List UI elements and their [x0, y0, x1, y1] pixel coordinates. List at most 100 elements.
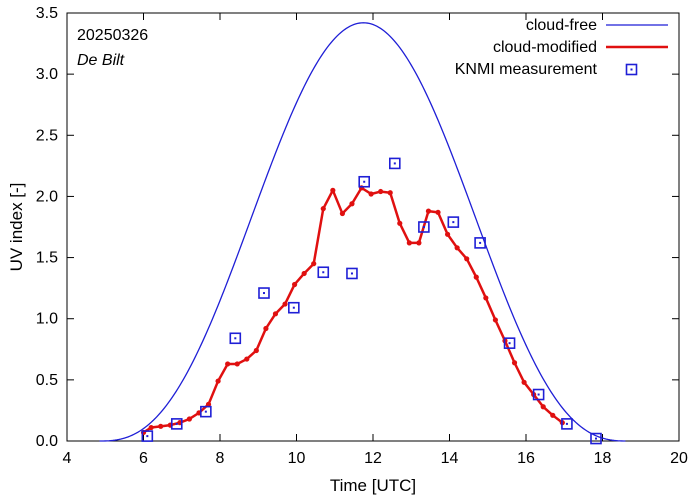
- legend-label-cloud-free: cloud-free: [526, 17, 597, 34]
- legend-swatch-knmi-measurement: [625, 63, 638, 76]
- cloud-modified-point: [540, 404, 546, 410]
- cloud-modified-point: [272, 311, 279, 317]
- knmi-measurement-center: [292, 306, 295, 309]
- cloud-modified-point: [397, 220, 403, 226]
- knmi-measurement-point: [503, 337, 516, 349]
- legend-swatch-knmi-dot: [630, 68, 633, 71]
- knmi-measurement-center: [422, 226, 425, 228]
- cloud-modified-point: [454, 245, 460, 251]
- knmi-measurement-center: [393, 162, 396, 165]
- cloud-modified-point: [521, 379, 527, 385]
- knmi-measurement-point: [288, 301, 300, 314]
- cloud-modified-point: [473, 274, 479, 280]
- cloud-modified-point: [387, 190, 393, 196]
- x-tick-label: 18: [594, 450, 612, 467]
- cloud-modified-point: [311, 261, 317, 267]
- cloud-modified-point: [205, 401, 212, 407]
- cloud-modified-point: [464, 256, 470, 262]
- cloud-modified-point: [416, 240, 422, 246]
- y-tick-label: 2.0: [36, 188, 58, 205]
- y-tick-label: 3.5: [36, 5, 58, 22]
- y-tick-label: 1.0: [36, 311, 58, 328]
- cloud-modified-point: [225, 361, 231, 367]
- cloud-modified-point: [425, 208, 432, 214]
- site-annotation: De Bilt: [77, 52, 125, 69]
- knmi-measurement-center: [508, 342, 511, 345]
- knmi-measurement-point: [561, 418, 573, 430]
- x-tick-label: 6: [139, 450, 148, 467]
- x-tick-label: 14: [441, 450, 459, 467]
- knmi-measurement-center: [350, 272, 353, 275]
- y-tick-label: 0.0: [36, 433, 58, 450]
- knmi-measurement-center: [146, 435, 149, 438]
- x-tick-label: 4: [63, 450, 72, 467]
- cloud-modified-point: [492, 317, 498, 323]
- knmi-measurement-point: [447, 216, 460, 228]
- cloud-modified-point: [158, 423, 164, 429]
- knmi-measurement-center: [204, 410, 207, 413]
- knmi-measurement-point: [258, 287, 270, 299]
- legend-label-cloud-modified: cloud-modified: [493, 39, 597, 56]
- cloud-modified-point: [263, 325, 269, 332]
- cloud-modified-point: [435, 209, 441, 215]
- cloud-modified-point: [511, 360, 518, 366]
- knmi-measurement-point: [141, 430, 154, 442]
- y-tick-label: 1.5: [36, 250, 58, 267]
- cloud-modified-point: [291, 281, 298, 288]
- y-axis-title: UV index [-]: [7, 183, 26, 272]
- knmi-measurement-center: [479, 241, 482, 244]
- knmi-measurement-point: [418, 221, 430, 233]
- cloud-modified-point: [215, 378, 221, 384]
- knmi-measurement-center: [565, 422, 568, 425]
- knmi-measurement-point: [389, 157, 401, 170]
- knmi-measurement-point: [590, 432, 602, 445]
- legend: cloud-free cloud-modified KNMI measureme…: [455, 17, 668, 78]
- cloud-modified-point: [444, 231, 451, 237]
- knmi-measurement-center: [452, 221, 455, 224]
- knmi-measurement-center: [175, 422, 178, 425]
- cloud-modified-point: [234, 361, 240, 367]
- knmi-measurement-point: [474, 237, 486, 249]
- cloud-modified-point: [253, 347, 259, 354]
- knmi-measurement-point: [229, 332, 242, 345]
- knmi-measurement-point: [346, 267, 358, 280]
- series-cloud-modified-line: [142, 186, 564, 434]
- knmi-measurement-center: [363, 180, 366, 183]
- cloud-modified-point: [550, 412, 556, 418]
- y-tick-label: 0.5: [36, 372, 58, 389]
- axis-tick-labels: 4 6 8 10 12 14 16 18 20 0.0 0.5 1.0 1.5 2.0 2.5 3.0 3.5: [36, 5, 688, 467]
- x-tick-label: 12: [364, 450, 382, 467]
- y-tick-label: 2.5: [36, 127, 58, 144]
- cloud-modified-point: [368, 191, 374, 197]
- knmi-measurement-point: [170, 418, 183, 430]
- cloud-modified-point: [186, 416, 192, 422]
- cloud-modified-point: [301, 270, 307, 277]
- y-tick-label: 3.0: [36, 66, 58, 83]
- x-tick-label: 16: [517, 450, 535, 467]
- series-layer: [99, 22, 626, 445]
- series-cloud-free-line: [99, 22, 626, 442]
- knmi-measurement-point: [317, 266, 330, 279]
- knmi-measurement-center: [594, 437, 597, 440]
- cloud-modified-point: [339, 210, 345, 217]
- x-tick-label: 20: [670, 450, 688, 467]
- legend-label-knmi-measurement: KNMI measurement: [455, 61, 598, 78]
- knmi-measurement-center: [537, 393, 540, 396]
- cloud-modified-point: [483, 295, 489, 301]
- x-axis-title: Time [UTC]: [330, 476, 416, 495]
- x-tick-label: 10: [288, 450, 306, 467]
- cloud-modified-point: [378, 188, 384, 195]
- cloud-modified-point: [330, 187, 336, 193]
- knmi-measurement-center: [234, 337, 237, 340]
- x-tick-label: 8: [216, 450, 225, 467]
- annotations: 20250326 De Bilt: [77, 27, 148, 69]
- cloud-modified-point: [282, 301, 288, 307]
- axis-ticks: [66, 12, 680, 442]
- cloud-modified-point: [244, 356, 250, 362]
- cloud-modified-point: [320, 206, 326, 212]
- cloud-modified-point: [349, 201, 355, 207]
- cloud-modified-point: [406, 240, 412, 246]
- knmi-measurement-point: [532, 388, 545, 401]
- knmi-measurement-center: [262, 292, 265, 295]
